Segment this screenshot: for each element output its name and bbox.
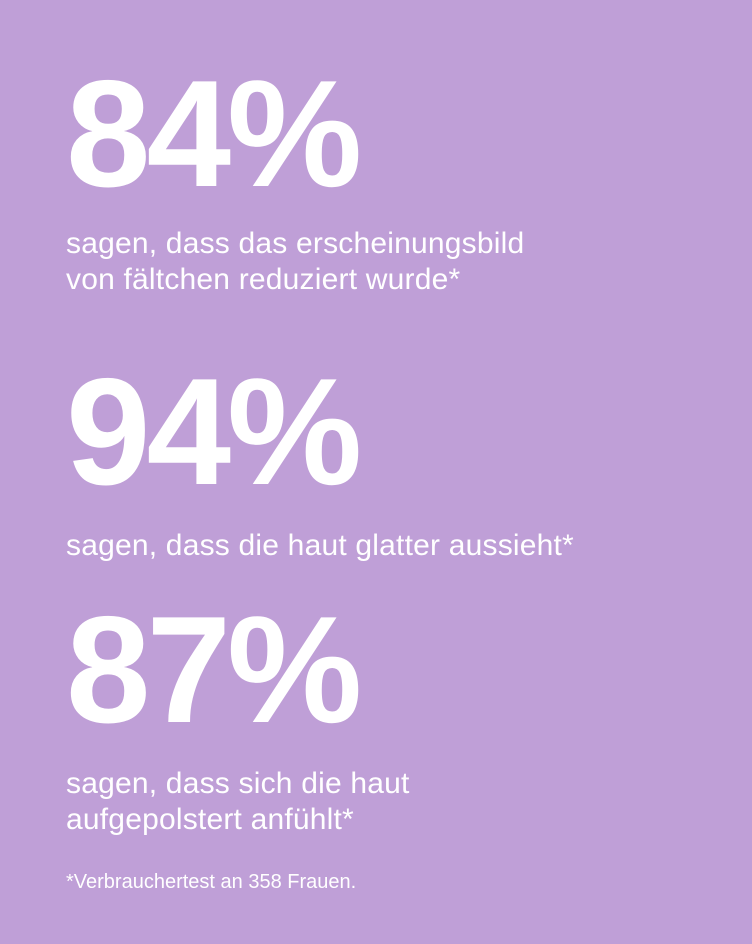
footnote: *Verbrauchertest an 358 Frauen. [66, 871, 357, 893]
stat-value: 84% [66, 49, 362, 219]
stat-value: 87% [66, 585, 362, 755]
stat-block-plumpness: 87% sagen, dass sich die haut aufgepolst… [66, 594, 732, 838]
stat-value: 94% [66, 347, 362, 517]
stat-block-wrinkles: 84% sagen, dass das erscheinungsbild von… [66, 58, 732, 298]
stat-block-smoothness: 94% sagen, dass die haut glatter aussieh… [66, 356, 732, 564]
stat-caption: sagen, dass die haut glatter aussieht* [66, 529, 574, 562]
stat-caption: sagen, dass das erscheinungsbild von fäl… [66, 227, 525, 296]
stat-caption: sagen, dass sich die haut aufgepolstert … [66, 767, 410, 836]
